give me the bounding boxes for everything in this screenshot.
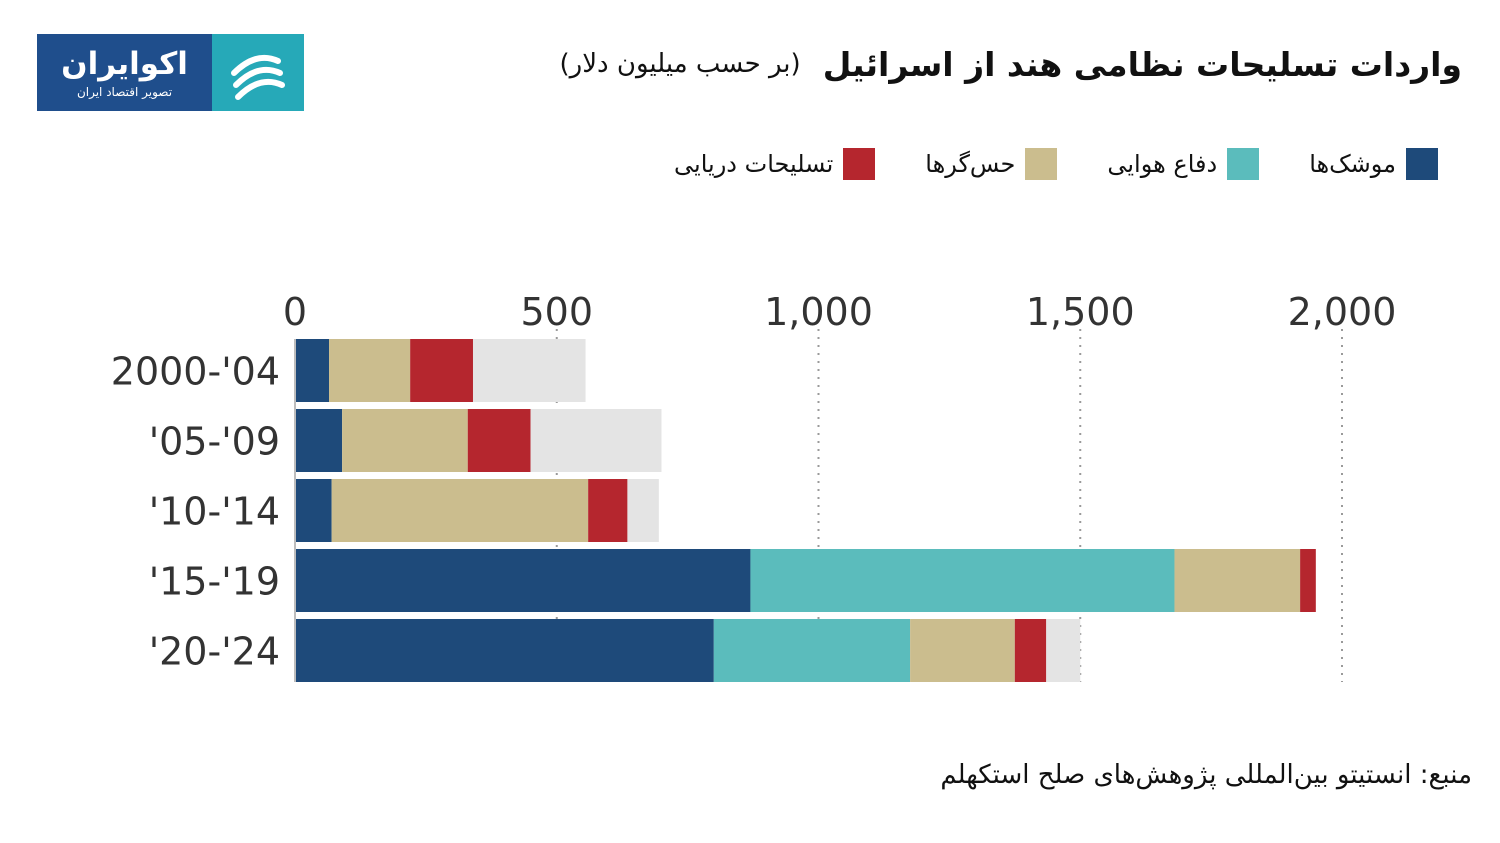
legend-item-missiles: موشک‌ها [1309,148,1438,180]
bar-segment [750,549,1175,612]
legend-item-naval: تسلیحات دریایی [674,148,876,180]
bar-segment [295,409,343,472]
chart-title-sub: (بر حسب میلیون دلار) [559,49,801,79]
bar-segment [295,339,330,402]
bar-segment [627,479,659,542]
bar-segment [1174,549,1301,612]
legend-item-air-defense: دفاع هوایی [1107,148,1260,180]
x-tick-label: 500 [520,290,593,334]
bar-segment [295,619,714,682]
logo-tagline: تصویر اقتصاد ایران [76,84,173,99]
y-category-label: 2000-'04 [111,350,280,394]
bar-segment [410,339,473,402]
bar-segment [588,479,628,542]
y-category-label: '20-'24 [149,630,280,674]
legend-swatch-naval [843,148,876,180]
logo-mark-icon [212,34,304,111]
legend-swatch-sensors [1025,148,1058,180]
chart-title: واردات تسلیحات نظامی هند از اسرائیل (بر … [560,36,1463,92]
legend-swatch-air-defense [1227,148,1260,180]
logo-text: اکوایران تصویر اقتصاد ایران [37,34,212,111]
bar-segment [1046,619,1081,682]
bar-segment [910,619,1015,682]
bar-segment [329,339,411,402]
chart-title-main: واردات تسلیحات نظامی هند از اسرائیل [822,44,1462,84]
bar-segment [472,339,586,402]
bar-segment [295,549,751,612]
legend-label-missiles: موشک‌ها [1309,150,1396,178]
source-note: منبع: انستیتو بین‌المللی پژوهش‌های صلح ا… [940,760,1472,790]
x-tick-label: 2,000 [1288,290,1397,334]
bar-segment [467,409,531,472]
legend-item-sensors: حس‌گرها [925,148,1058,180]
bar-segment [530,409,662,472]
y-category-label: '10-'14 [149,490,280,534]
x-tick-label: 1,500 [1026,290,1135,334]
y-category-label: '15-'19 [149,560,280,604]
bar-segment [1014,619,1047,682]
logo-name: اکوایران [61,45,188,82]
bar-segment [1300,549,1316,612]
y-category-label: '05-'09 [149,420,280,464]
bar-segment [342,409,468,472]
logo: اکوایران تصویر اقتصاد ایران [37,34,304,111]
bar-segment [295,479,332,542]
logo-stripes-icon [231,54,285,100]
bar-segment [331,479,589,542]
legend-label-air-defense: دفاع هوایی [1107,150,1218,178]
legend-label-naval: تسلیحات دریایی [674,150,834,178]
legend-swatch-missiles [1406,148,1438,180]
bar-segment [713,619,911,682]
legend-label-sensors: حس‌گرها [925,150,1016,178]
x-tick-label: 1,000 [764,290,873,334]
x-tick-label: 0 [283,290,307,334]
legend: موشک‌ها دفاع هوایی حس‌گرها تسلیحات دریای… [674,148,1438,180]
